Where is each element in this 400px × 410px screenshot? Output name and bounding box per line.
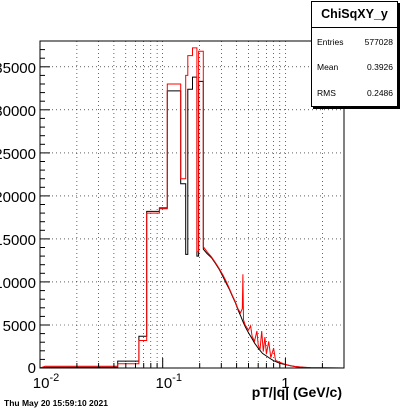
y-tick-label: 25000 [0,146,36,163]
x-tick-label: 1 [281,375,289,392]
y-tick-label: 10000 [0,275,36,292]
mean-label: Mean [317,62,339,72]
entries-value: 577028 [364,37,393,47]
x-tick-exponent: -2 [49,372,59,384]
x-tick-label: 10-2 [33,372,59,392]
y-tick-label: 35000 [0,60,36,77]
y-tick-label: 20000 [0,189,36,206]
x-axis-title: pT/|q| (GeV/c) [252,384,342,400]
stats-row-entries: Entries 577028 [317,37,393,47]
x-tick-exponent: -1 [172,372,182,384]
y-tick-label: 5000 [3,318,36,335]
series-black-line [39,76,345,369]
stats-box-title: ChiSqXY_y [312,2,397,28]
plot-frame [39,40,345,369]
x-tick-labels: 10-2 10-1 1 [33,372,290,392]
rms-value: 0.2486 [367,88,393,98]
stats-box: ChiSqXY_y Entries 577028 Mean 0.3926 RMS… [311,1,398,107]
entries-label: Entries [317,37,344,47]
axis-ticks [39,40,345,369]
mean-value: 0.3926 [367,62,393,72]
stats-row-rms: RMS 0.2486 [317,88,393,98]
timestamp-label: Thu May 20 15:59:10 2021 [4,398,108,408]
x-tick-label: 10-1 [155,372,181,392]
rms-label: RMS [317,88,336,98]
series-red-line [39,47,345,369]
y-tick-label: 30000 [0,103,36,120]
stats-row-mean: Mean 0.3926 [317,62,393,72]
grid-lines [40,41,344,368]
y-tick-label-zero: 0 [28,360,36,377]
histogram-series [39,47,345,369]
